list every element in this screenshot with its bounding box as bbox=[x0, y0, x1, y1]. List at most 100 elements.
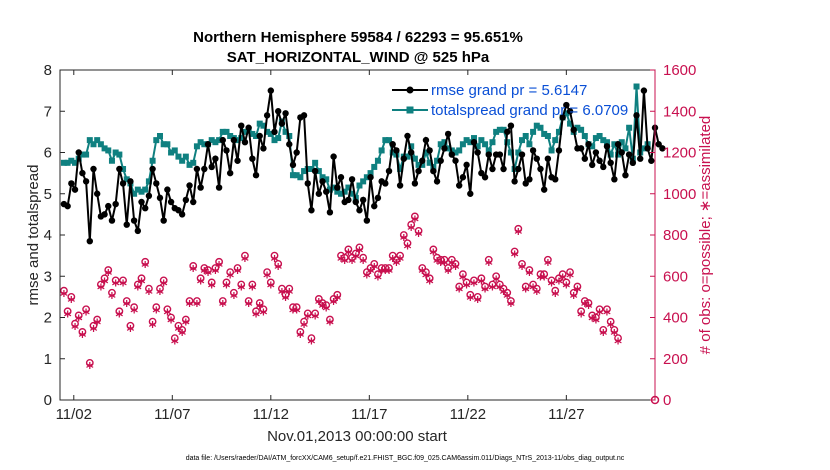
possible-point bbox=[244, 297, 253, 305]
y2-tick-label: 400 bbox=[663, 310, 688, 327]
series-possible bbox=[60, 212, 660, 405]
rmse-point bbox=[415, 167, 422, 175]
possible-point bbox=[591, 313, 600, 322]
assimilated-point: * bbox=[429, 246, 437, 264]
rmse-point bbox=[648, 157, 655, 164]
totalspread-point bbox=[297, 174, 304, 181]
possible-point bbox=[119, 276, 127, 285]
possible-point bbox=[470, 276, 478, 285]
rmse-point bbox=[267, 87, 275, 94]
assimilated-point: * bbox=[367, 264, 375, 282]
totalspread-point bbox=[581, 133, 588, 139]
totalspread-point bbox=[349, 190, 356, 197]
totalspread-point bbox=[456, 147, 463, 154]
totalspread-point bbox=[142, 186, 149, 193]
assimilated-point: * bbox=[463, 279, 471, 297]
possible-point bbox=[385, 264, 393, 272]
assimilated-point: * bbox=[496, 281, 504, 299]
assimilated-point: * bbox=[555, 274, 563, 292]
assimilated-point: * bbox=[433, 254, 441, 272]
assimilated-point: * bbox=[592, 314, 600, 332]
rmse-point bbox=[190, 198, 197, 206]
assimilated-point: * bbox=[348, 254, 356, 272]
totalspread-point bbox=[238, 135, 245, 142]
assimilated-point: * bbox=[263, 268, 271, 286]
rmse-point bbox=[393, 147, 400, 154]
totalspread-point bbox=[374, 157, 381, 164]
rmse-point bbox=[396, 182, 404, 189]
totalspread-point bbox=[507, 149, 514, 156]
assimilated-point: * bbox=[256, 299, 264, 317]
totalspread-point bbox=[434, 157, 441, 164]
possible-point bbox=[226, 268, 235, 277]
rmse-point bbox=[452, 157, 459, 164]
totalspread-point bbox=[467, 139, 474, 146]
possible-point bbox=[108, 288, 116, 297]
assimilated-point: * bbox=[581, 297, 589, 315]
possible-point bbox=[189, 262, 198, 270]
assimilated-point: * bbox=[60, 287, 68, 305]
totalspread-point bbox=[175, 153, 182, 160]
rmse-point bbox=[300, 112, 308, 119]
rmse-point bbox=[363, 217, 371, 224]
rmse-point bbox=[489, 165, 496, 173]
rmse-point bbox=[374, 194, 382, 202]
assimilated-point: * bbox=[359, 254, 367, 272]
rmse-point bbox=[82, 178, 90, 185]
totalspread-point bbox=[72, 159, 79, 166]
totalspread-point bbox=[190, 159, 197, 166]
rmse-point bbox=[352, 198, 359, 206]
possible-point bbox=[536, 270, 545, 279]
x-tick-label: 11/22 bbox=[450, 406, 486, 423]
y-tick-label: 1 bbox=[44, 351, 52, 368]
totalspread-point bbox=[389, 149, 396, 156]
totalspread-point bbox=[589, 143, 596, 150]
rmse-point bbox=[359, 196, 367, 204]
totalspread-point bbox=[382, 137, 389, 144]
rmse-point bbox=[71, 186, 79, 193]
rmse-point bbox=[526, 176, 533, 183]
possible-point bbox=[462, 278, 471, 287]
totalspread-point bbox=[308, 166, 315, 172]
rmse-point bbox=[256, 132, 263, 140]
possible-point bbox=[344, 245, 353, 254]
rmse-point bbox=[215, 184, 223, 191]
assimilated-point: * bbox=[211, 264, 219, 282]
possible-point bbox=[141, 257, 150, 266]
y2-tick-label: 200 bbox=[663, 351, 688, 368]
possible-point bbox=[133, 280, 142, 289]
totalspread-point bbox=[315, 168, 322, 175]
assimilated-point: * bbox=[293, 303, 301, 321]
assimilated-point: * bbox=[90, 322, 98, 340]
assimilated-point: * bbox=[385, 264, 393, 282]
totalspread-point bbox=[219, 128, 226, 135]
possible-point bbox=[292, 303, 301, 312]
rmse-point bbox=[208, 163, 215, 171]
rmse-point bbox=[581, 155, 589, 162]
rmse-point bbox=[430, 167, 437, 175]
possible-point bbox=[440, 255, 449, 264]
totalspread-point bbox=[264, 128, 271, 135]
possible-point bbox=[514, 224, 523, 233]
assimilated-point: * bbox=[171, 334, 179, 352]
rmse-point bbox=[197, 184, 204, 191]
rmse-point bbox=[537, 165, 544, 173]
assimilated-point: * bbox=[514, 225, 522, 243]
series-assimilated: ****************************************… bbox=[60, 213, 622, 377]
totalspread-point bbox=[249, 130, 256, 137]
totalspread-point bbox=[578, 126, 585, 133]
assimilated-point: * bbox=[134, 281, 142, 299]
possible-point bbox=[104, 266, 113, 274]
assimilated-point: * bbox=[97, 281, 105, 299]
legend-spread-label: totalspread grand pr = 6.0709 bbox=[431, 102, 628, 119]
assimilated-point: * bbox=[230, 289, 238, 307]
x-axis-label: Nov.01,2013 00:00:00 start bbox=[267, 428, 448, 445]
assimilated-point: * bbox=[296, 328, 304, 346]
possible-point bbox=[606, 317, 615, 326]
possible-point bbox=[477, 274, 486, 283]
totalspread-point bbox=[552, 137, 559, 144]
totalspread-point bbox=[171, 147, 178, 154]
possible-point bbox=[248, 280, 257, 289]
rmse-point bbox=[596, 157, 603, 164]
totalspread-point bbox=[607, 151, 614, 158]
